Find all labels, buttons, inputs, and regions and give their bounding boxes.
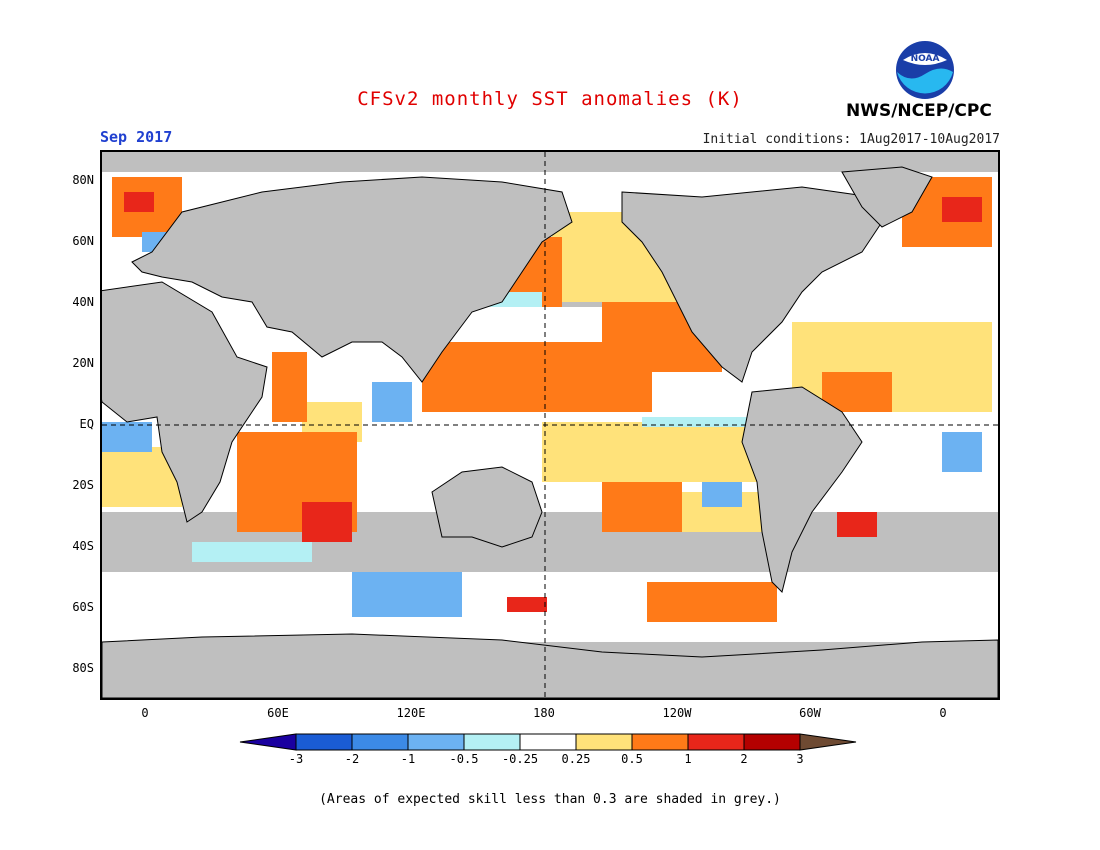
colorbar-swatch xyxy=(575,733,633,751)
colorbar-swatch xyxy=(295,733,353,751)
colorbar-tick-label: -1 xyxy=(400,752,416,766)
sst-anomaly-map xyxy=(100,150,1000,700)
colorbar-min-arrow xyxy=(239,733,297,751)
lat-label-20s: 20S xyxy=(72,478,94,492)
lat-label-eq: EQ xyxy=(79,417,94,431)
colorbar-tick-label: 2 xyxy=(740,752,748,766)
lon-label-120e: 120E xyxy=(396,706,426,720)
lon-label-0: 0 xyxy=(141,706,149,720)
warm-anomaly xyxy=(112,177,992,622)
lat-label-40n: 40N xyxy=(72,295,94,309)
colorbar-tick-label: -0.25 xyxy=(501,752,539,766)
north-america-land xyxy=(621,186,883,383)
colorbar-tick-label: -2 xyxy=(344,752,360,766)
lon-label-60w: 60W xyxy=(799,706,821,720)
lat-label-60s: 60S xyxy=(72,600,94,614)
eurasia-land xyxy=(131,176,573,383)
colorbar-swatch xyxy=(351,733,409,751)
lon-label-0-east: 0 xyxy=(939,706,947,720)
lat-label-80s: 80S xyxy=(72,661,94,675)
colorbar-tick-label: 3 xyxy=(796,752,804,766)
colorbar-tick-label: -3 xyxy=(288,752,304,766)
africa-land xyxy=(102,281,268,523)
colorbar-swatch xyxy=(519,733,577,751)
lon-label-120w: 120W xyxy=(662,706,692,720)
lat-label-60n: 60N xyxy=(72,234,94,248)
lon-label-180: 180 xyxy=(533,706,555,720)
initial-conditions: Initial conditions: 1Aug2017-10Aug2017 xyxy=(702,132,1000,147)
antarctica-land xyxy=(102,633,998,698)
colorbar-tick-label: 0.5 xyxy=(621,752,643,766)
lat-label-40s: 40S xyxy=(72,539,94,553)
lat-label-20n: 20N xyxy=(72,356,94,370)
forecast-month: Sep 2017 xyxy=(100,128,173,146)
colorbar-tick-label: 1 xyxy=(684,752,692,766)
australia-land xyxy=(431,466,543,548)
land-masses xyxy=(102,166,998,698)
chart-title: CFSv2 monthly SST anomalies (K) xyxy=(357,88,743,110)
colorbar-swatch xyxy=(743,733,801,751)
colorbar-swatch xyxy=(687,733,745,751)
colorbar-tick-label: 0.25 xyxy=(561,752,591,766)
agency-label: NWS/NCEP/CPC xyxy=(846,101,992,121)
south-america-land xyxy=(741,386,863,593)
lat-label-80n: 80N xyxy=(72,173,94,187)
colorbar xyxy=(0,732,1100,756)
skill-footnote: (Areas of expected skill less than 0.3 a… xyxy=(319,792,781,807)
colorbar-swatch xyxy=(463,733,521,751)
greenland-land xyxy=(841,166,933,228)
svg-text:NOAA: NOAA xyxy=(911,54,940,64)
colorbar-swatch xyxy=(631,733,689,751)
lon-label-60e: 60E xyxy=(267,706,289,720)
colorbar-max-arrow xyxy=(799,733,857,751)
colorbar-swatch xyxy=(407,733,465,751)
noaa-logo: NOAA xyxy=(895,40,955,104)
colorbar-tick-label: -0.5 xyxy=(449,752,479,766)
